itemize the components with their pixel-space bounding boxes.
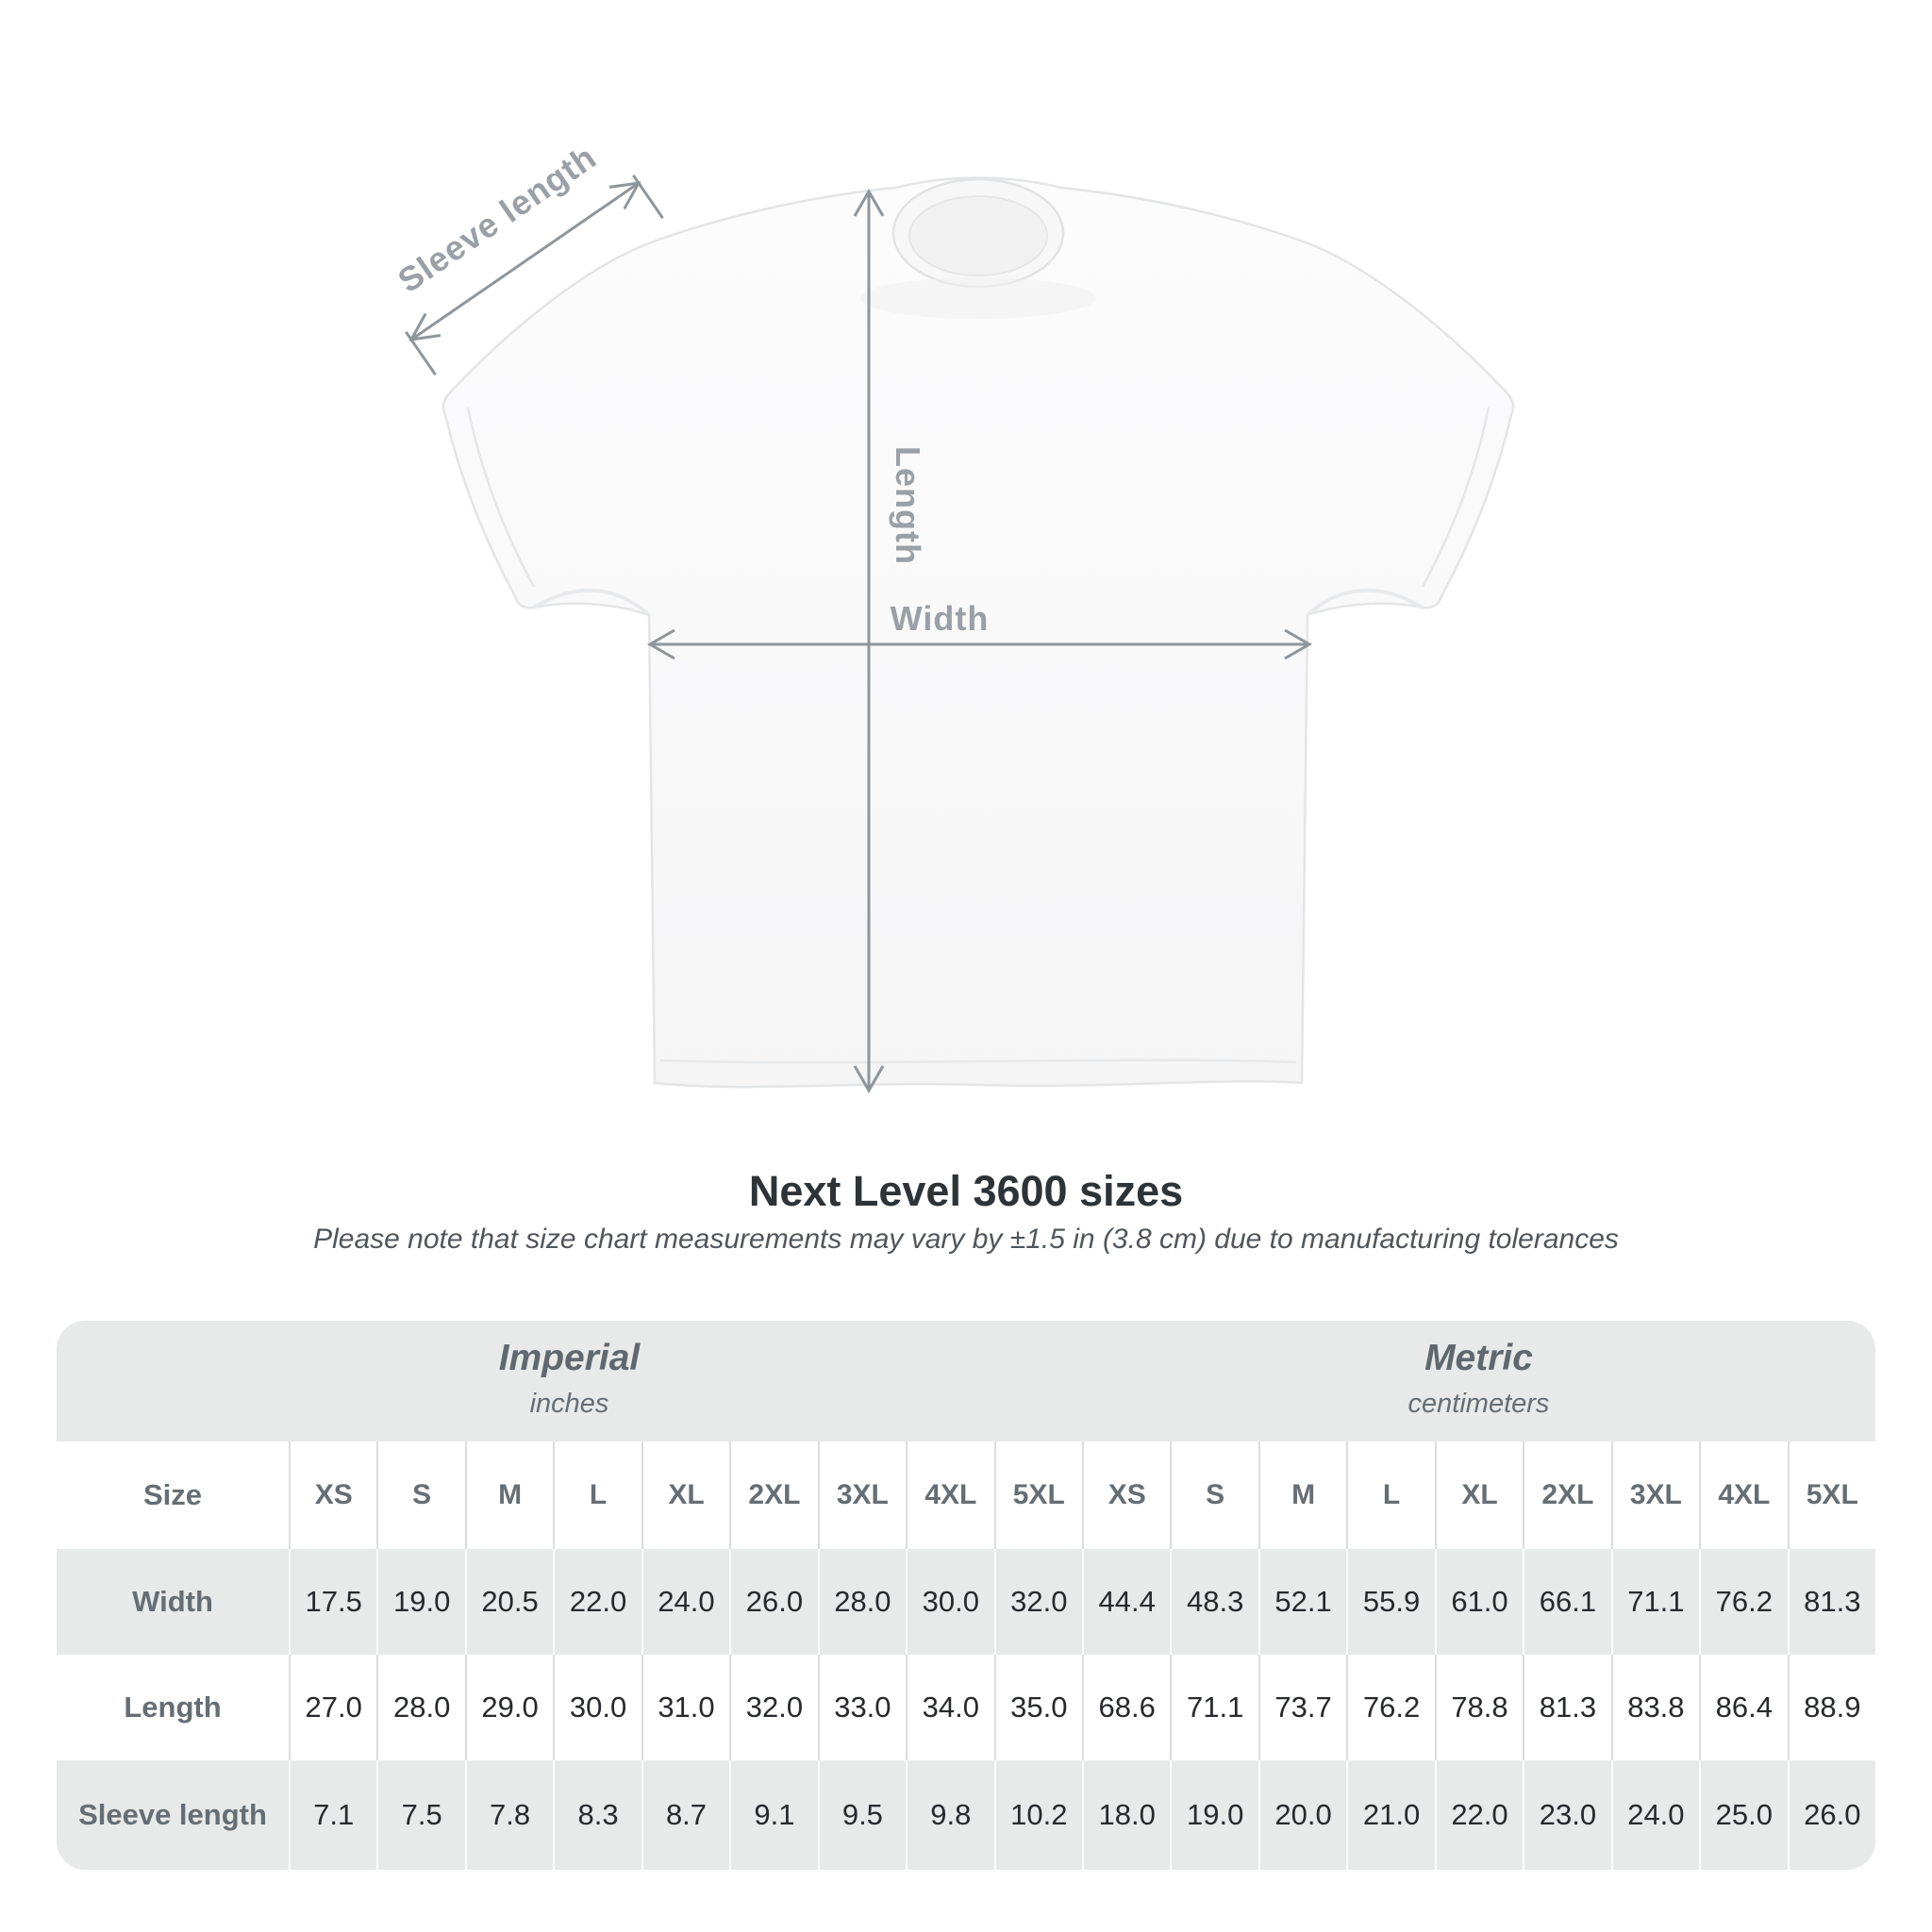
value-cell: 26.0: [729, 1549, 817, 1655]
size-header-cell: S: [1170, 1441, 1257, 1549]
value-cell: 81.3: [1787, 1549, 1875, 1655]
value-cell: 24.0: [641, 1549, 729, 1655]
size-header-cell: 4XL: [1699, 1441, 1787, 1549]
size-header-cell: XS: [1081, 1441, 1170, 1549]
value-cell: 86.4: [1699, 1655, 1787, 1760]
value-cell: 76.2: [1699, 1549, 1787, 1655]
value-cell: 73.7: [1257, 1655, 1346, 1760]
size-table: Imperial inches Metric centimeters Size …: [57, 1321, 1875, 1870]
value-cell: 31.0: [641, 1655, 729, 1760]
collar-opening: [908, 195, 1048, 276]
value-cell: 18.0: [1081, 1760, 1170, 1870]
size-col-header: Size: [142, 1478, 203, 1511]
value-cell: 44.4: [1081, 1549, 1170, 1655]
value-cell: 17.5: [289, 1549, 376, 1655]
value-cell: 71.1: [1610, 1549, 1699, 1655]
value-cell: 30.0: [906, 1549, 993, 1655]
value-cell: 83.8: [1610, 1655, 1699, 1760]
width-label: Width: [891, 599, 990, 638]
value-cell: 20.5: [464, 1549, 553, 1655]
size-header-cell: 4XL: [906, 1441, 993, 1549]
size-header-row: Size XS S M L XL 2XL 3XL 4XL 5XL XS S M …: [57, 1441, 1875, 1549]
sleeve-length-label: Sleeve length: [391, 137, 603, 300]
size-header-cell: 3XL: [817, 1441, 906, 1549]
row-label: Sleeve length: [78, 1798, 267, 1831]
size-header-cell: 3XL: [1610, 1441, 1699, 1549]
value-cell: 28.0: [376, 1655, 464, 1760]
value-cell: 34.0: [906, 1655, 993, 1760]
value-cell: 88.9: [1787, 1655, 1875, 1760]
value-cell: 9.8: [906, 1760, 993, 1870]
value-cell: 8.3: [553, 1760, 641, 1870]
value-cell: 19.0: [376, 1549, 464, 1655]
value-cell: 22.0: [553, 1549, 641, 1655]
value-cell: 76.2: [1346, 1655, 1434, 1760]
size-header-cell: 2XL: [729, 1441, 817, 1549]
page-title: Next Level 3600 sizes: [748, 1167, 1184, 1215]
size-header-cell: XL: [1434, 1441, 1523, 1549]
size-header-cell: L: [553, 1441, 641, 1549]
imperial-title: Imperial: [498, 1338, 641, 1378]
value-cell: 19.0: [1170, 1760, 1257, 1870]
value-cell: 9.5: [817, 1760, 906, 1870]
value-cell: 71.1: [1170, 1655, 1257, 1760]
imperial-unit: inches: [529, 1389, 609, 1419]
size-header-cell: 5XL: [993, 1441, 1082, 1549]
value-cell: 7.5: [376, 1760, 464, 1870]
units-header-row: Imperial inches Metric centimeters: [57, 1321, 1875, 1441]
value-cell: 9.1: [729, 1760, 817, 1870]
tshirt-measurement-diagram: Sleeve length Length Width: [391, 137, 1515, 1094]
value-cell: 66.1: [1523, 1549, 1610, 1655]
value-cell: 32.0: [993, 1549, 1082, 1655]
width-dimension: Width: [646, 599, 1313, 660]
row-label: Length: [124, 1690, 222, 1724]
value-cell: 33.0: [817, 1655, 906, 1760]
value-cell: 21.0: [1346, 1760, 1434, 1870]
row-label: Width: [132, 1585, 213, 1618]
value-cell: 20.0: [1257, 1760, 1346, 1870]
value-cell: 7.1: [289, 1760, 376, 1870]
value-cell: 23.0: [1523, 1760, 1610, 1870]
imperial-section-header: Imperial inches: [57, 1321, 1082, 1441]
size-header-cell: 5XL: [1787, 1441, 1875, 1549]
length-dimension: Length: [853, 188, 927, 1094]
size-header-cell: XS: [289, 1441, 376, 1549]
value-cell: 27.0: [289, 1655, 376, 1760]
tolerance-note: Please note that size chart measurements…: [313, 1224, 1619, 1255]
size-header-cell: 2XL: [1523, 1441, 1610, 1549]
metric-title: Metric: [1424, 1338, 1533, 1378]
value-cell: 29.0: [464, 1655, 553, 1760]
value-cell: 28.0: [817, 1549, 906, 1655]
length-row: Length 27.0 28.0 29.0 30.0 31.0 32.0 33.…: [57, 1655, 1875, 1760]
value-cell: 68.6: [1081, 1655, 1170, 1760]
tshirt-graphic: [441, 176, 1515, 1089]
value-cell: 55.9: [1346, 1549, 1434, 1655]
value-cell: 7.8: [464, 1760, 553, 1870]
size-header-cell: M: [464, 1441, 553, 1549]
value-cell: 8.7: [641, 1760, 729, 1870]
value-cell: 26.0: [1787, 1760, 1875, 1870]
size-header-cell: XL: [641, 1441, 729, 1549]
value-cell: 25.0: [1699, 1760, 1787, 1870]
value-cell: 32.0: [729, 1655, 817, 1760]
width-row: Width 17.5 19.0 20.5 22.0 24.0 26.0 28.0…: [57, 1549, 1875, 1655]
metric-section-header: Metric centimeters: [1082, 1321, 1875, 1441]
size-header-cell: S: [376, 1441, 464, 1549]
length-label: Length: [889, 446, 927, 565]
value-cell: 48.3: [1170, 1549, 1257, 1655]
value-cell: 30.0: [553, 1655, 641, 1760]
metric-unit: centimeters: [1407, 1389, 1550, 1419]
value-cell: 61.0: [1434, 1549, 1523, 1655]
value-cell: 10.2: [993, 1760, 1082, 1870]
value-cell: 35.0: [993, 1655, 1082, 1760]
value-cell: 81.3: [1523, 1655, 1610, 1760]
value-cell: 52.1: [1257, 1549, 1346, 1655]
size-header-cell: L: [1346, 1441, 1434, 1549]
value-cell: 78.8: [1434, 1655, 1523, 1760]
value-cell: 24.0: [1610, 1760, 1699, 1870]
size-header-cell: M: [1257, 1441, 1346, 1549]
value-cell: 22.0: [1434, 1760, 1523, 1870]
sleeve-length-row: Sleeve length 7.1 7.5 7.8 8.3 8.7 9.1 9.…: [57, 1760, 1875, 1870]
